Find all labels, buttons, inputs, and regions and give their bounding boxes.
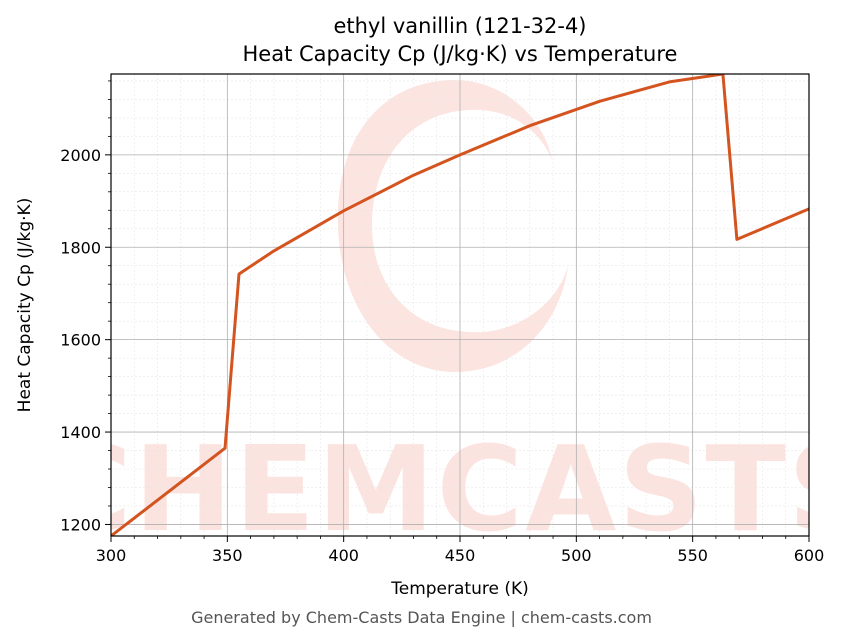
- chart-title-line1: ethyl vanillin (121-32-4): [333, 14, 586, 38]
- chemcasts-watermark-logo: CHEMCASTS: [45, 80, 843, 558]
- x-tick-label: 350: [212, 546, 243, 565]
- y-tick-label: 1400: [60, 423, 101, 442]
- x-tick-label: 600: [794, 546, 825, 565]
- y-tick-label: 2000: [60, 146, 101, 165]
- y-tick-label: 1200: [60, 515, 101, 534]
- y-axis-label: Heat Capacity Cp (J/kg·K): [15, 198, 35, 413]
- x-tick-label: 450: [445, 546, 476, 565]
- y-tick-label: 1600: [60, 331, 101, 350]
- x-axis-label: Temperature (K): [390, 579, 529, 599]
- watermark-text: CHEMCASTS: [45, 420, 843, 558]
- y-tick-label: 1800: [60, 238, 101, 257]
- chart-title-line2: Heat Capacity Cp (J/kg·K) vs Temperature: [243, 42, 678, 66]
- series-line: [111, 74, 809, 536]
- x-tick-label: 500: [561, 546, 592, 565]
- x-tick-label: 400: [328, 546, 359, 565]
- axis-ticks: 300 350 400 450 500 550 600 1200 1400 1600 1800 200…: [60, 80, 825, 565]
- x-tick-label: 550: [677, 546, 708, 565]
- watermark-c-swirl: [337, 80, 568, 372]
- x-tick-label: 300: [96, 546, 127, 565]
- footer-credit: Generated by Chem-Casts Data Engine | ch…: [191, 608, 652, 627]
- series-group: [111, 74, 809, 536]
